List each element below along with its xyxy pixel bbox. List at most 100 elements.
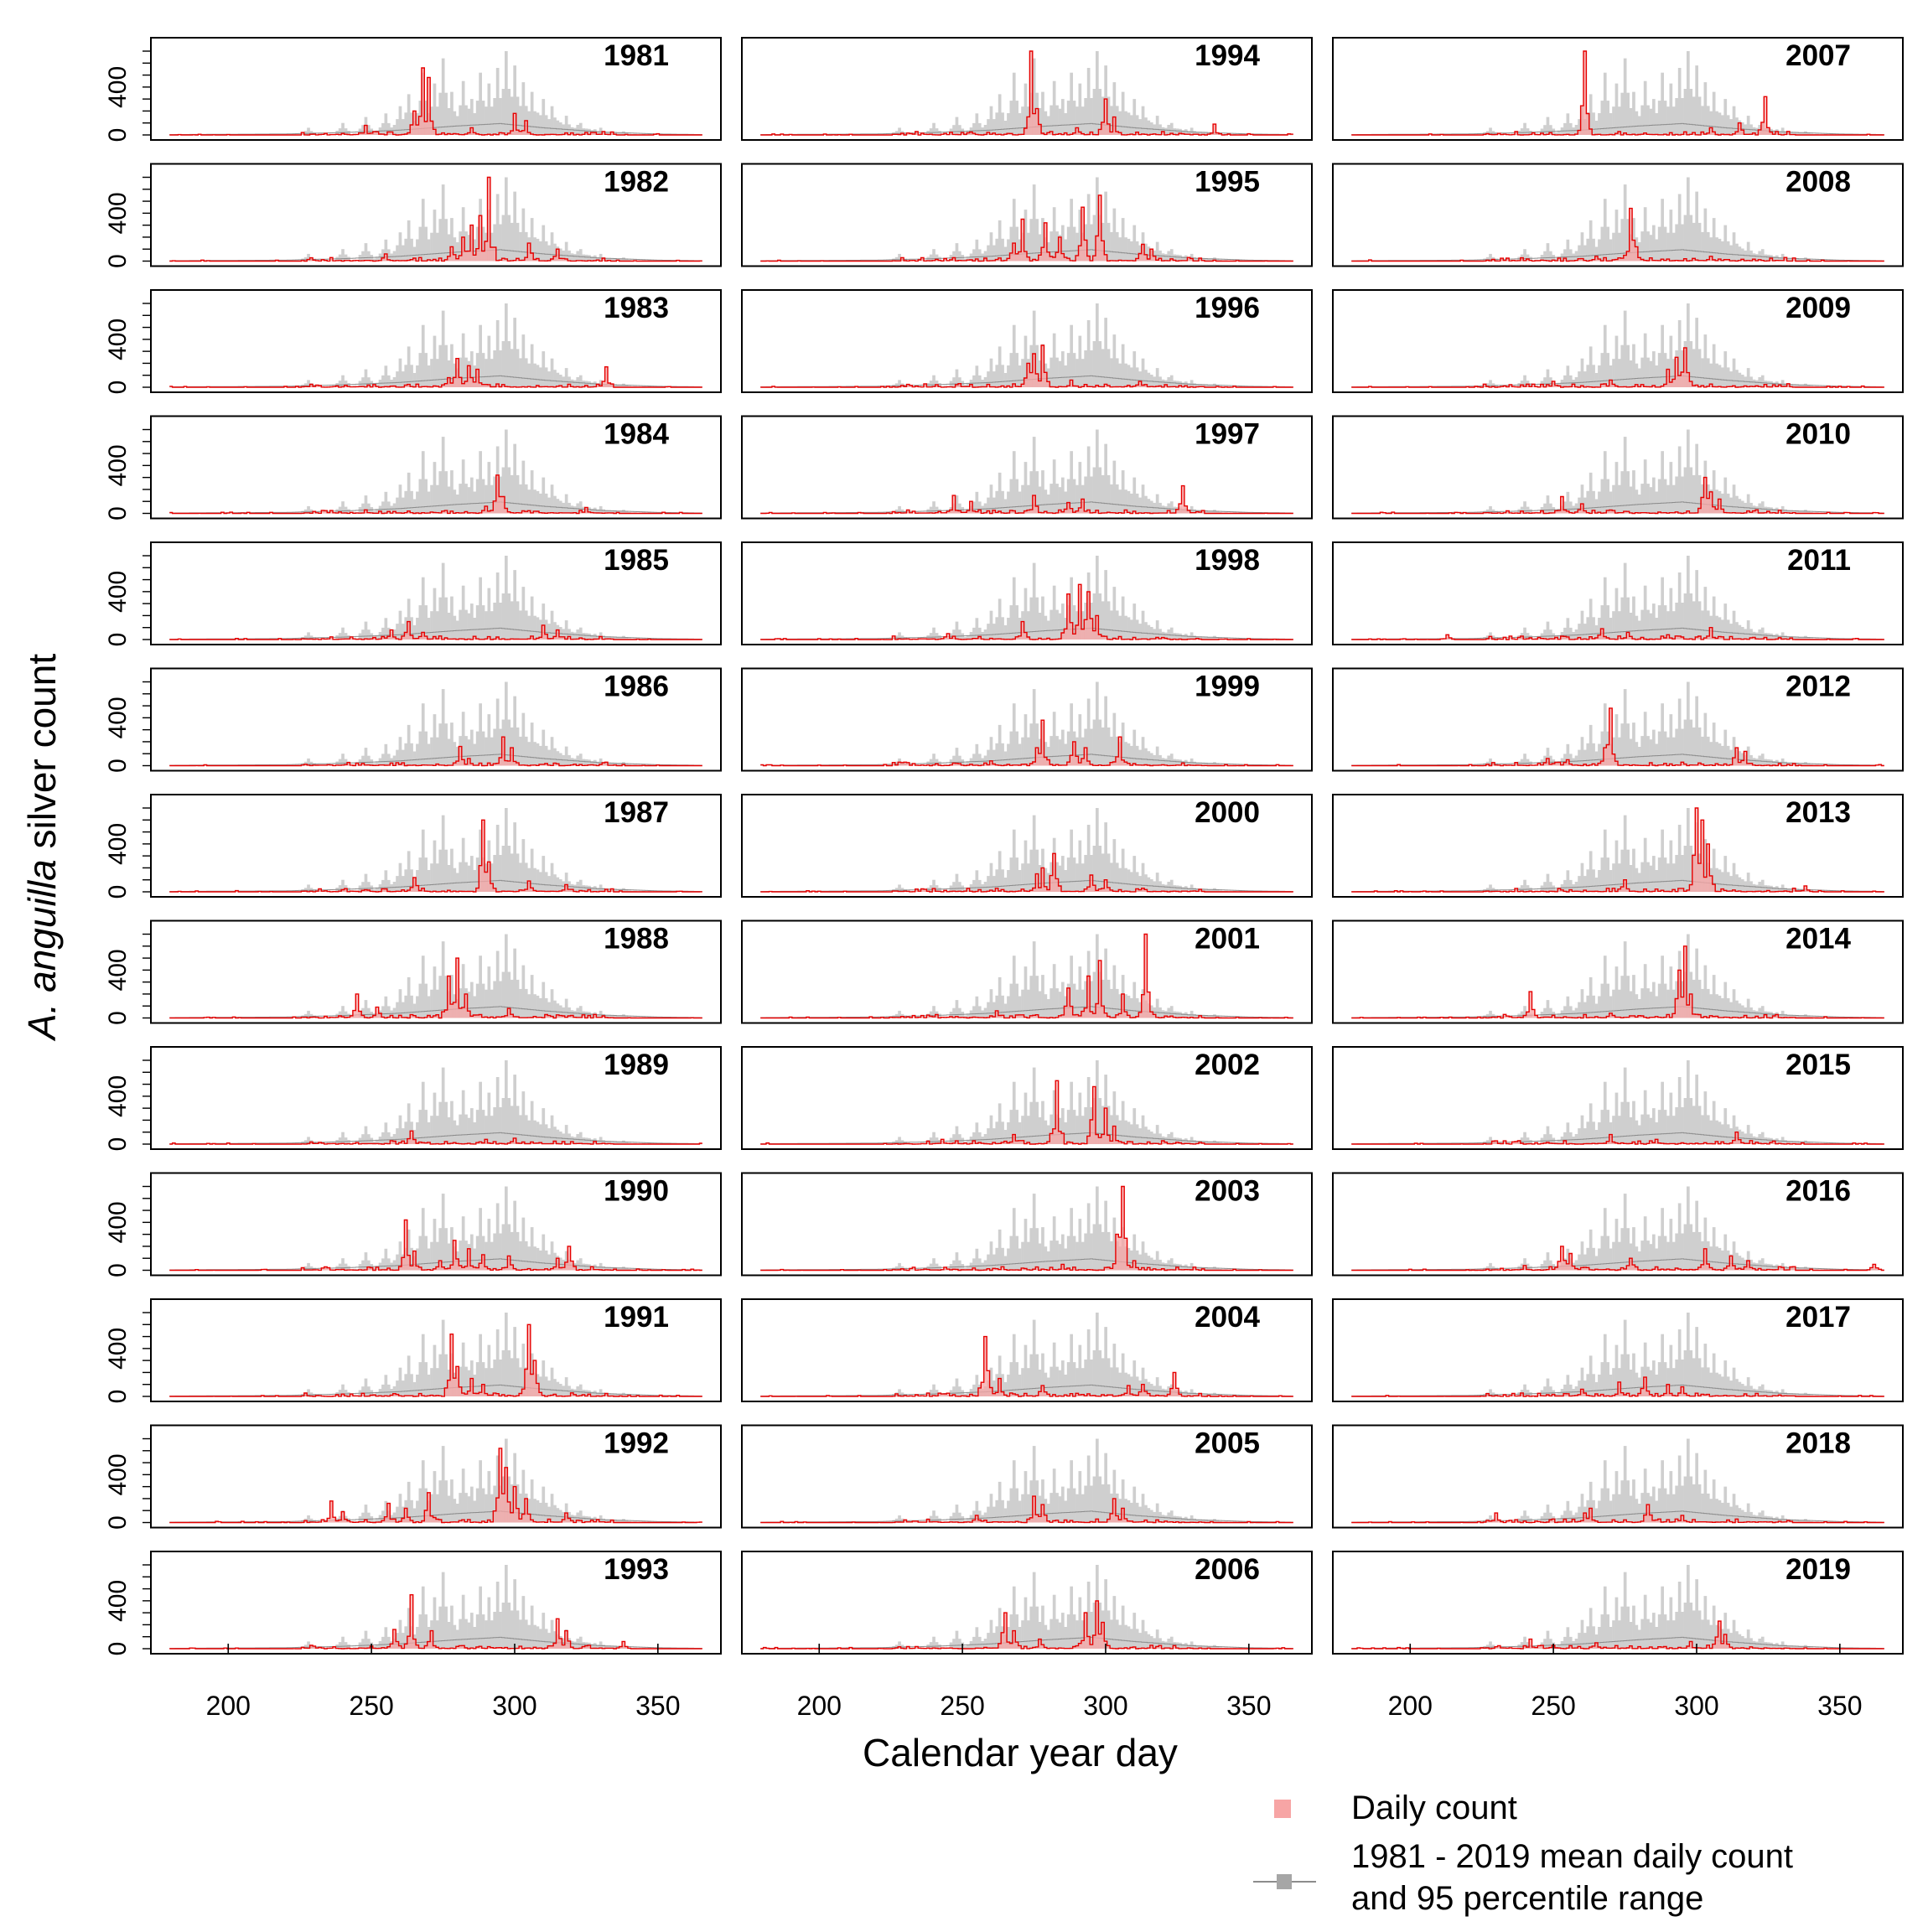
reference-range-bar [407, 220, 411, 262]
reference-range-bar [987, 624, 990, 640]
reference-range-bar [1578, 1002, 1581, 1018]
reference-range-bar [1583, 371, 1587, 387]
reference-range-bar [976, 997, 979, 1018]
reference-range-bar [1646, 610, 1650, 640]
reference-range-bar [1586, 743, 1589, 766]
reference-range-bar [479, 703, 482, 765]
reference-range-bar [993, 246, 996, 262]
reference-range-bar [1598, 113, 1601, 135]
reference-range-bar [1747, 873, 1750, 892]
reference-range-bar [1116, 484, 1119, 514]
reference-range-bar [1084, 98, 1087, 135]
reference-range-bar [422, 199, 425, 261]
reference-range-bar [1004, 625, 1008, 640]
reference-range-bar [1640, 358, 1644, 387]
reference-range-bar [1589, 220, 1593, 262]
reference-range-bar [547, 498, 551, 514]
reference-range-bar [1589, 725, 1593, 766]
reference-range-bar [1148, 625, 1151, 640]
reference-range-bar [1090, 350, 1093, 387]
reference-range-bar [428, 744, 431, 766]
reference-range-bar [1650, 361, 1653, 387]
reference-range-bar [1723, 856, 1727, 892]
reference-range-bar [1061, 478, 1065, 514]
reference-range-bar [531, 597, 534, 640]
reference-range-bar [468, 487, 471, 513]
panel-year-label: 1987 [604, 796, 669, 829]
reference-range-bar [402, 246, 405, 262]
reference-range-bar [1698, 601, 1702, 640]
reference-range-bar [1644, 334, 1647, 387]
reference-range-bar [507, 593, 511, 640]
reference-range-bar [513, 570, 516, 640]
reference-range-bar [998, 598, 1002, 640]
reference-range-bar [1013, 73, 1016, 135]
reference-range-bar [1087, 447, 1091, 514]
reference-range-bar [1739, 625, 1742, 640]
daily-count-bar [1698, 863, 1702, 892]
daily-count-bar [450, 1004, 453, 1018]
reference-range-bar [1681, 729, 1684, 766]
reference-range-bar [1116, 232, 1119, 262]
reference-range-bar [1707, 989, 1710, 1018]
reference-range-bar [1110, 232, 1113, 262]
reference-range-bar [422, 451, 425, 513]
daily-count-bar [1093, 631, 1096, 640]
reference-range-bar [1713, 218, 1716, 261]
reference-range-bar [444, 850, 448, 892]
reference-range-bar [468, 866, 471, 892]
reference-range-bar [1569, 1006, 1573, 1018]
reference-range-bar [565, 495, 568, 514]
reference-range-bar [1004, 373, 1008, 387]
reference-range-bar [424, 353, 428, 387]
reference-range-bar [932, 628, 935, 640]
reference-range-bar [1589, 473, 1593, 514]
reference-range-bar [1640, 988, 1644, 1018]
reference-range-bar [1739, 1003, 1742, 1018]
reference-range-bar [1018, 870, 1022, 892]
reference-range-bar [1735, 622, 1739, 640]
reference-range-bar [1635, 868, 1639, 892]
reference-range-bar [1658, 605, 1661, 640]
reference-range-bar [519, 862, 522, 892]
reference-range-bar [1661, 73, 1664, 135]
reference-range-bar [453, 111, 457, 135]
reference-range-bar [1620, 93, 1624, 135]
reference-range-bar [404, 996, 407, 1018]
reference-range-bar [1609, 240, 1613, 262]
reference-range-bar [545, 872, 548, 892]
reference-range-bar [1144, 117, 1148, 135]
reference-range-bar [1655, 997, 1658, 1018]
reference-range-bar [438, 598, 442, 640]
reference-range-bar [1586, 365, 1589, 387]
y-tick-label: 0 [104, 128, 132, 142]
reference-range-bar [413, 500, 417, 514]
reference-range-bar [1739, 878, 1742, 892]
reference-range-bar [361, 251, 365, 262]
reference-range-bar [1698, 349, 1702, 387]
reference-range-bar [361, 629, 365, 640]
reference-range-bar [978, 1006, 982, 1018]
reference-range-bar [1624, 563, 1627, 640]
reference-range-bar [511, 349, 514, 387]
reference-range-bar [502, 215, 505, 262]
reference-range-bar [1598, 492, 1601, 514]
reference-range-bar [1107, 349, 1111, 387]
y-tick-label: 0 [104, 759, 132, 773]
reference-range-bar [1113, 966, 1117, 1018]
reference-range-bar [571, 253, 574, 261]
reference-range-bar [422, 578, 425, 640]
reference-range-bar [442, 689, 445, 765]
reference-range-bar [1156, 747, 1159, 766]
reference-range-bar [1609, 618, 1613, 640]
reference-range-bar [505, 178, 508, 262]
reference-range-bar [958, 629, 961, 640]
reference-range-bar [1670, 210, 1673, 261]
reference-range-bar [1053, 712, 1056, 765]
reference-range-bar [1718, 239, 1722, 262]
reference-range-bar [341, 754, 345, 765]
reference-range-bar [1612, 485, 1615, 514]
reference-range-bar [1618, 106, 1621, 135]
reference-range-bar [488, 966, 491, 1018]
